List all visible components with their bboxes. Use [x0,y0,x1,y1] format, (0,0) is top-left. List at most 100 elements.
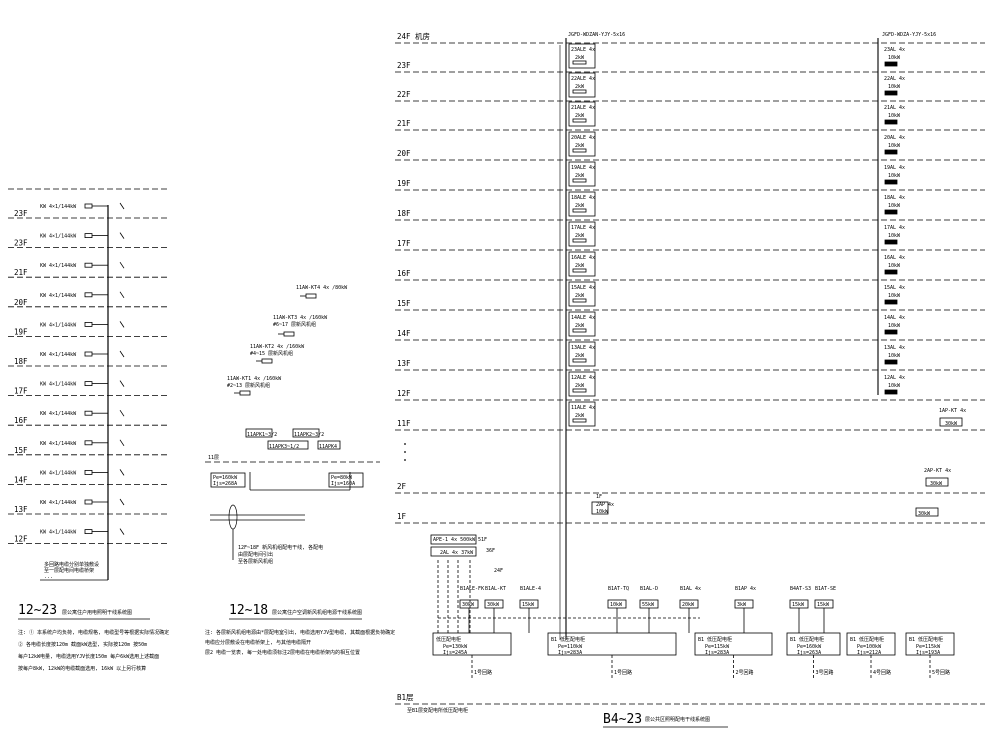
floor-panel-kw: 2kW [575,323,585,329]
breaker-symbol [884,179,898,185]
callout-text: 至各层新风机组 [238,558,273,565]
floor-panel-label: 20ALE 4x [571,135,595,141]
side-box-label: 2AP 4x [596,502,614,508]
side-panel-box [591,501,609,515]
floor-label: B1层 [397,693,414,702]
feeder-note: 至一层配电间电缆桥架 [44,567,94,574]
branch-label: KW 4×1/144kW [40,352,77,358]
callout-text: 12F~18F 新风机组配电干线, 各配电 [238,544,323,551]
rooftop-box [430,534,477,545]
floor-panel-kw: 2kW [575,263,585,269]
panel-pe: Pe=110kW [558,644,583,650]
switch-symbol [119,202,125,210]
load-box [210,472,246,488]
floor-panel-label: 17AL 4x [884,225,905,231]
floor-panel-kw: 10kW [888,353,901,359]
distribution-box [317,440,341,450]
switch-symbol [119,528,125,535]
floor-label: 24F 机房 [397,31,430,41]
floor-panel-kw: 2kW [575,353,585,359]
feeder-kw: 15kW [522,602,535,608]
ahu-label: 11AW-KT4 4x /80kW [296,285,348,291]
panel-tag: 5号回路 [932,669,950,676]
floor-panel-label: 20AL 4x [884,135,905,141]
rooftop-label: 2AL 4x 37kW [440,550,474,556]
panel-pe: Pe=130kW [443,644,468,650]
floor-panel-kw: 10kW [888,203,901,209]
feeder-note: ... [44,574,53,580]
panel-name: B1 低压配电柜 [850,636,884,643]
floor-panel-label: 19ALE 4x [571,165,595,171]
side-panel-box [939,417,963,427]
floor-label: 18F [397,209,411,218]
side-box-label: 2AP-KT 4x [924,468,951,474]
floor-panel-label: 15ALE 4x [571,285,595,291]
floor-label: 1F [397,512,407,521]
floor-panel-box [568,221,596,247]
floor-panel-label: 14ALE 4x [571,315,595,321]
breaker-symbol [884,299,898,305]
breaker-symbol [239,390,251,396]
breaker-symbol [884,269,898,275]
floor-panel-label: 15AL 4x [884,285,905,291]
side-panel-box [915,507,939,517]
middle-title-main: 12~18 [229,603,268,618]
floor-label: 20F [397,149,411,158]
floor-label: 15F [397,299,411,308]
floor-panel-label: 16AL 4x [884,255,905,261]
feeder-name: B4AT-S3 [790,586,811,592]
branch-label: KW 4×1/144kW [40,470,77,476]
ahu-label: 11AW-KT1 4x /160kW [227,376,282,382]
branch-label: KW 4×1/144kW [40,382,77,388]
floor-panel-box [568,43,596,69]
floor-label: 22F [397,90,411,99]
left-title-main: 12~23 [18,603,57,618]
panel-pe: Pe=115kW [705,644,730,650]
breaker-symbol [884,90,898,96]
floor-panel-kw: 2kW [575,203,585,209]
breaker-symbol [84,351,93,357]
b1-note: 至B1层变配电所低压配电柜 [407,707,468,714]
switch-symbol [119,409,125,417]
right-panel: 24F 机房 23F 22F 21F 20F 19F 18F 17F 16F 15F 14F 13F 1… [395,31,985,728]
load-ijs: Ijs=268A [213,481,237,487]
floor-label: 16F [397,269,411,278]
floor-panel-label: 21AL 4x [884,105,905,111]
left-title-sub: 层公寓住户用电照明干线系统图 [62,609,132,616]
floor-panel-label: 18ALE 4x [571,195,595,201]
breaker-symbol [884,209,898,215]
floor-panel-box [568,191,596,217]
floor-label: 19F [397,179,411,188]
load-ijs: Ijs=160A [331,481,355,487]
breaker-symbol [572,89,587,94]
panel-ijs: Ijs=283A [558,650,582,656]
floor-label: 23F [14,209,28,218]
floor-label: 16F [14,416,28,425]
floor-panel-box [568,371,596,397]
floor-panel-box [568,401,596,427]
feeder-kw: 55kW [642,602,655,608]
continuation-dot [404,451,406,453]
breaker-symbol [84,381,93,387]
panel-ijs: Ijs=283A [705,650,729,656]
middle-title-sub: 层公寓住户空调新风机组电源干线系统图 [272,609,362,616]
panel-ijs: Ijs=245A [443,650,467,656]
feeder-name: B1ALE-FK [460,586,484,592]
floor-label: 21F [397,119,411,128]
switch-symbol [119,261,125,269]
load-box [328,472,364,488]
floor-panel-label: 23ALE 4x [571,47,595,53]
floor-label: 23F [14,239,28,248]
note-line: 层2 电缆一览表, 每一处电缆须标注2层电缆在电缆桥架内的相互位置 [205,649,360,656]
breaker-symbol [572,60,587,65]
rooftop-label: 51F [478,537,487,543]
floor-label: 12F [14,535,28,544]
ahu-label: 11AW-KT2 4x /160kW [250,344,305,350]
floor-label: 13F [397,359,411,368]
floor-panel-label: 12ALE 4x [571,375,595,381]
floor-label: 20F [14,298,28,307]
floor-panel-kw: 2kW [575,143,585,149]
breaker-symbol [305,293,317,299]
breaker-symbol [84,469,93,475]
distribution-box [292,428,320,438]
